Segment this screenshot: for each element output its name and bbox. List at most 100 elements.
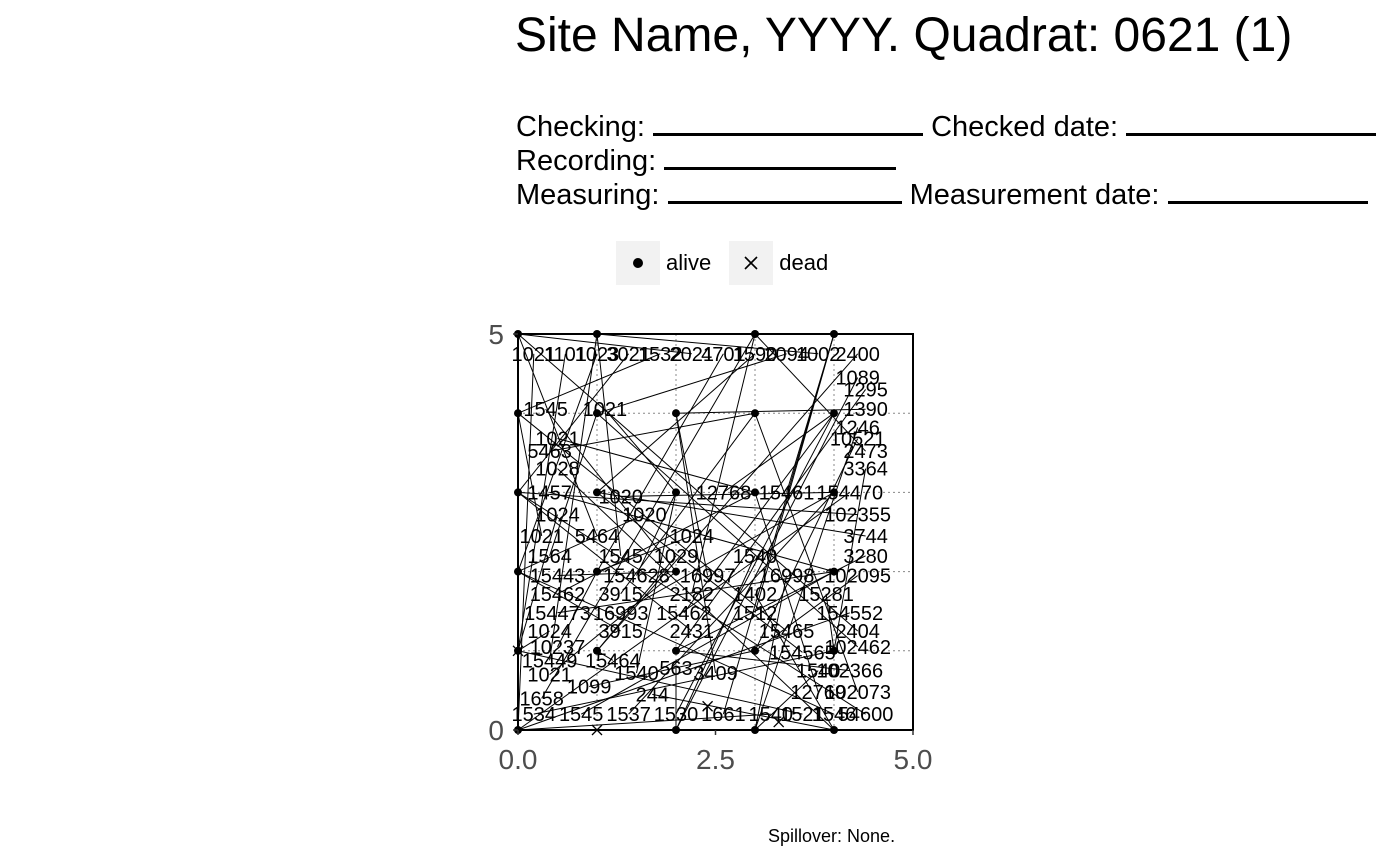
page-title: Site Name, YYYY. Quadrat: 0621 (1) xyxy=(515,9,1293,62)
point-label: 16998 xyxy=(759,566,815,588)
point-label: 1521 xyxy=(780,704,825,726)
point-label: 102095 xyxy=(824,566,891,588)
point-label: 2473 xyxy=(843,441,888,463)
label-connector-line xyxy=(517,333,859,632)
point-label: 5464 xyxy=(575,526,620,548)
x-tick-label: 0.0 xyxy=(499,744,538,775)
recording-label: Recording: xyxy=(516,145,657,177)
point-label: 2400 xyxy=(835,344,880,366)
recording-row: Recording: xyxy=(516,143,897,178)
alive-point xyxy=(830,488,838,497)
label-connector-line xyxy=(517,612,850,731)
point-label: 154565 xyxy=(769,642,836,664)
label-connector-line xyxy=(557,571,835,614)
label-connector-line xyxy=(541,333,756,699)
point-label: 154552 xyxy=(816,603,883,625)
point-label: 1020 xyxy=(622,505,667,527)
measuring-blank xyxy=(667,177,902,204)
alive-point xyxy=(672,409,680,418)
dead-point xyxy=(702,700,714,712)
legend: alive dead xyxy=(616,241,834,285)
point-label: 15443 xyxy=(530,566,586,588)
alive-point xyxy=(751,646,759,655)
label-connector-line xyxy=(754,575,858,652)
label-connector-line xyxy=(517,353,629,493)
point-label: 1546 xyxy=(812,704,857,726)
label-connector-line xyxy=(596,333,622,556)
point-label: 1021 xyxy=(512,344,557,366)
point-label: 1089 xyxy=(835,368,880,390)
alive-point xyxy=(751,488,759,497)
point-label: 1545 xyxy=(523,399,568,421)
recording-blank xyxy=(664,143,897,170)
label-connector-line xyxy=(620,491,835,497)
filled-circle-icon xyxy=(633,258,643,268)
label-connector-line xyxy=(533,650,835,715)
label-connector-line xyxy=(723,412,835,493)
point-label: 1658 xyxy=(519,688,564,710)
point-label: 102462 xyxy=(824,637,891,659)
legend-key-dead xyxy=(729,241,774,285)
point-label: 15465 xyxy=(759,621,815,643)
point-label: 1540 xyxy=(796,661,841,683)
point-label: 1540 xyxy=(614,663,659,685)
point-label: 3915 xyxy=(598,584,643,606)
checked-date-blank xyxy=(1126,109,1377,136)
point-label: 12768 xyxy=(696,482,752,504)
label-connector-line xyxy=(517,571,621,632)
label-connector-line xyxy=(517,571,835,715)
point-label: 1512 xyxy=(733,603,778,625)
label-connector-line xyxy=(722,333,835,715)
label-connector-line xyxy=(754,438,859,652)
label-connector-line xyxy=(675,413,716,674)
label-connector-line xyxy=(636,492,677,576)
alive-point xyxy=(830,567,838,576)
point-label: 1246 xyxy=(835,417,880,439)
label-connector-line xyxy=(833,468,867,651)
point-label: 1532 xyxy=(638,344,683,366)
label-connector-line xyxy=(675,650,850,672)
label-connector-line xyxy=(596,353,787,414)
legend-label-alive: alive xyxy=(666,250,712,275)
measuring-label: Measuring: xyxy=(516,179,660,211)
alive-point xyxy=(593,646,601,655)
point-label: 10237 xyxy=(530,637,586,659)
label-connector-line xyxy=(557,468,835,731)
label-connector-line xyxy=(549,412,756,452)
alive-point xyxy=(830,409,838,418)
label-connector-line xyxy=(557,571,677,577)
label-connector-line xyxy=(691,333,756,594)
label-connector-line xyxy=(549,413,598,556)
point-label: 154628 xyxy=(603,566,670,588)
alive-point xyxy=(751,409,759,418)
checking-label: Checking: xyxy=(516,111,645,143)
point-label: 102366 xyxy=(816,661,883,683)
point-label: 1101 xyxy=(544,344,587,366)
point-label: 15461 xyxy=(759,482,815,504)
point-label: 12769 xyxy=(790,682,846,704)
point-label: 1024 xyxy=(535,505,580,527)
axes: 0.0 2.5 5.0 0 5 xyxy=(488,319,932,775)
label-connector-line xyxy=(517,491,851,731)
label-connector-line xyxy=(517,412,787,632)
label-connector-line xyxy=(517,353,566,651)
x-cross-icon xyxy=(744,256,758,270)
x-tick-label: 5.0 xyxy=(894,744,933,775)
point-label: 2431 xyxy=(670,621,715,643)
point-label: 1029 xyxy=(654,546,699,568)
point-label: 3280 xyxy=(843,546,888,568)
label-connector-line xyxy=(596,333,819,355)
point-label: 4701 xyxy=(701,344,746,366)
alive-point xyxy=(672,567,680,576)
label-connector-line xyxy=(517,491,866,715)
label-connector-line xyxy=(517,492,693,632)
connector-lines xyxy=(517,333,867,731)
point-label: 1564 xyxy=(527,546,572,568)
point-label: 1028 xyxy=(535,459,580,481)
point-label: 154473 xyxy=(524,603,591,625)
point-label: 1540 xyxy=(733,546,778,568)
label-connector-line xyxy=(754,413,859,693)
label-connector-line xyxy=(517,413,543,537)
point-label: 1530 xyxy=(654,704,699,726)
